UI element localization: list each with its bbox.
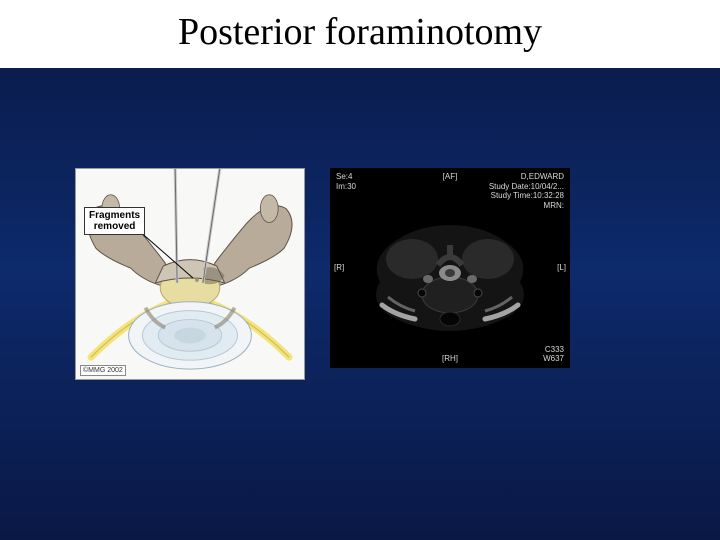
mri-patient: D,EDWARD [489, 172, 564, 182]
content-area: Fragments removed ©MMG 2002 [0, 68, 720, 540]
mri-panel: Se:4 Im:30 [AF] D,EDWARD Study Date:10/0… [330, 168, 570, 368]
mri-study-time: Study Time:10:32:28 [489, 191, 564, 201]
mri-overlay-top-right: D,EDWARD Study Date:10/04/2... Study Tim… [489, 172, 564, 210]
mri-overlay-top-left: Se:4 Im:30 [336, 172, 356, 191]
mri-scan-svg [360, 207, 540, 337]
mri-overlay-bottom-center: [RH] [442, 354, 458, 364]
fragments-label: Fragments removed [84, 207, 145, 235]
illustration-panel: Fragments removed ©MMG 2002 [75, 168, 305, 380]
mri-mrn: MRN: [489, 201, 564, 211]
vertebra-illustration: Fragments removed ©MMG 2002 [76, 169, 304, 379]
mri-series: Se:4 [336, 172, 356, 182]
mri-window-center: C333 [543, 345, 564, 355]
mri-overlay-top-center: [AF] [443, 172, 458, 182]
mri-study-date: Study Date:10/04/2... [489, 182, 564, 192]
page-title: Posterior foraminotomy [0, 10, 720, 54]
mri-viewport: Se:4 Im:30 [AF] D,EDWARD Study Date:10/0… [330, 168, 570, 368]
mri-overlay-bottom-right: C333 W637 [543, 345, 564, 364]
title-bar: Posterior foraminotomy [0, 0, 720, 68]
mri-window-width: W637 [543, 354, 564, 364]
mri-overlay-left-marker: [L] [557, 263, 566, 273]
mri-overlay-right-marker: [R] [334, 263, 344, 273]
vertebra-svg [76, 169, 304, 379]
copyright-label: ©MMG 2002 [80, 365, 126, 376]
mri-image-num: Im:30 [336, 182, 356, 192]
fragments-label-text: Fragments removed [89, 210, 140, 232]
